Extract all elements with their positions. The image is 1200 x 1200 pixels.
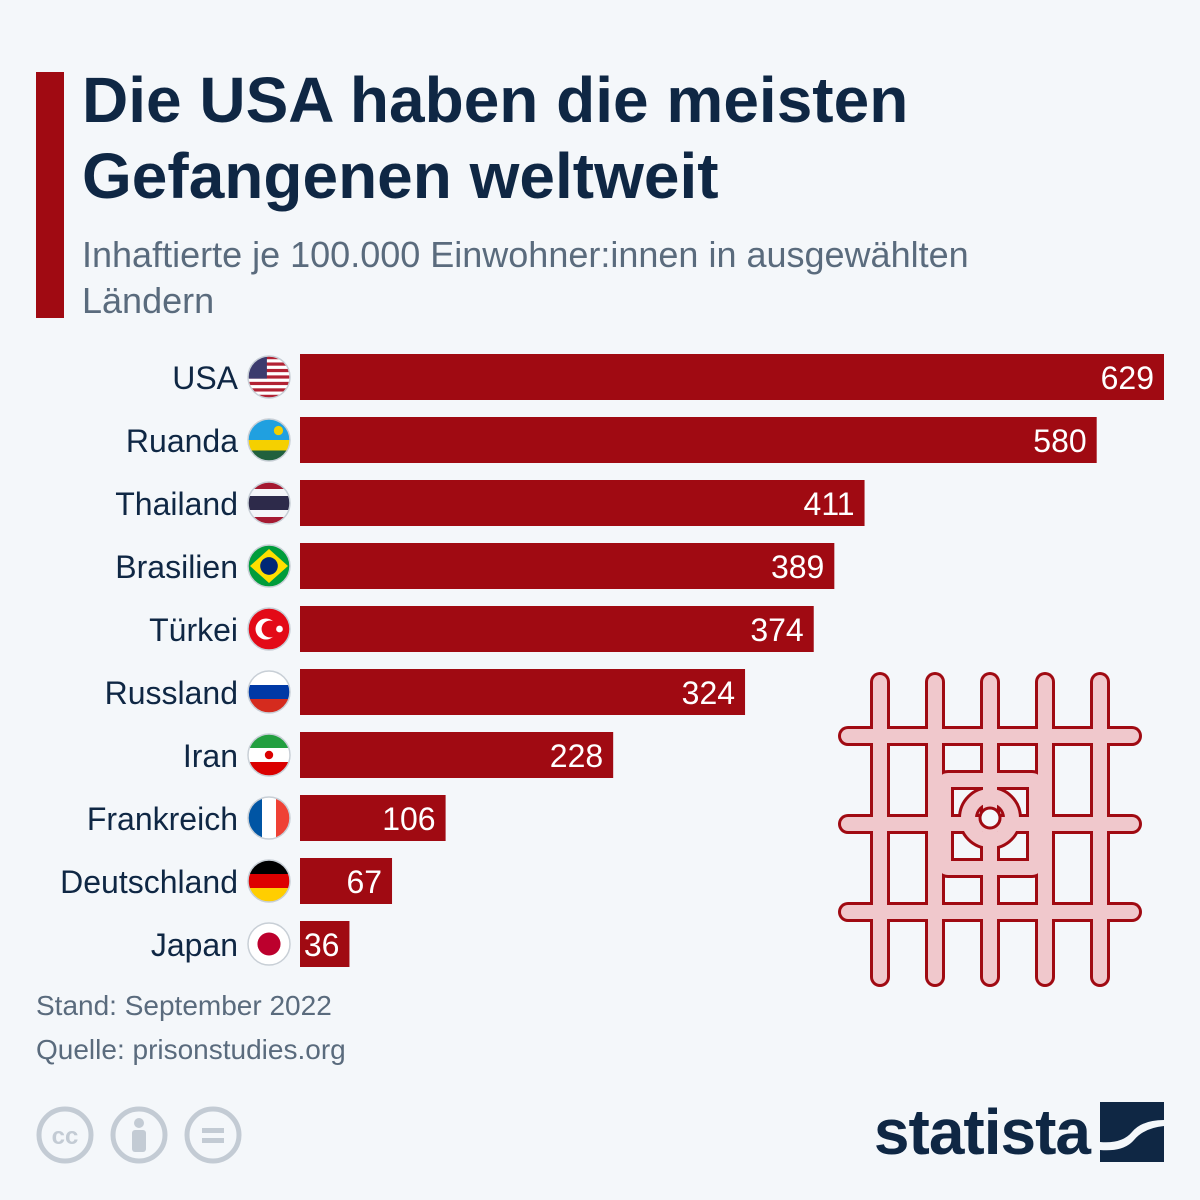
bar-value-label: 629 — [1101, 360, 1154, 396]
bar — [300, 606, 814, 652]
category-label: Thailand — [115, 486, 238, 522]
category-label: Ruanda — [126, 423, 238, 459]
category-label: Deutschland — [60, 864, 238, 900]
chart-subtitle: Inhaftierte je 100.000 Einwohner:innen i… — [82, 234, 969, 321]
footnote-date: Stand: September 2022 — [36, 990, 332, 1021]
category-label: USA — [172, 360, 238, 396]
license-icons: cc — [36, 1106, 242, 1164]
flag-br-icon — [248, 545, 290, 587]
bar-value-label: 411 — [804, 486, 855, 522]
prison-bars-icon — [838, 672, 1142, 987]
brand-name: statista — [873, 1096, 1091, 1168]
bar-value-label: 106 — [382, 801, 435, 837]
chart-title: Die USA haben die meisten Gefangenen wel… — [82, 64, 909, 212]
no-derivatives-icon[interactable] — [184, 1106, 242, 1164]
bar-value-label: 228 — [550, 738, 603, 774]
flag-tr-icon — [248, 608, 290, 650]
statista-brand[interactable]: statista — [874, 1100, 1164, 1164]
bar-chart: USA 629 Ruanda 580 Thailand 411 Brasilien 389 Tü… — [60, 354, 1164, 967]
category-label: Russland — [105, 675, 238, 711]
flag-rw-icon — [248, 419, 290, 461]
cc-icon[interactable]: cc — [36, 1106, 94, 1164]
footnote-source: Quelle: prisonstudies.org — [36, 1034, 346, 1065]
category-label: Frankreich — [87, 801, 238, 837]
bar — [300, 732, 614, 778]
bar — [300, 543, 835, 589]
bar — [300, 795, 446, 841]
bar — [300, 480, 865, 526]
statista-logo-icon — [1100, 1102, 1164, 1162]
bar-value-label: 324 — [682, 675, 735, 711]
bar — [300, 417, 1097, 463]
bar-value-label: 374 — [750, 612, 803, 648]
bar-value-label: 580 — [1033, 423, 1086, 459]
bar-value-label: 36 — [304, 927, 340, 963]
svg-text:cc: cc — [52, 1123, 79, 1150]
bar — [300, 354, 1164, 400]
flag-th-icon — [248, 482, 290, 524]
category-label: Japan — [151, 927, 238, 963]
flag-us-icon — [248, 356, 290, 398]
bar — [300, 858, 393, 904]
flag-jp-icon — [248, 923, 290, 965]
bar-value-label: 389 — [771, 549, 824, 585]
category-label: Brasilien — [115, 549, 238, 585]
title-accent-bar — [36, 72, 64, 318]
category-label: Iran — [183, 738, 238, 774]
attribution-icon[interactable] — [110, 1106, 168, 1164]
bar — [300, 921, 350, 967]
bar — [300, 669, 746, 715]
category-label: Türkei — [149, 612, 238, 648]
bar-value-label: 67 — [346, 864, 382, 900]
